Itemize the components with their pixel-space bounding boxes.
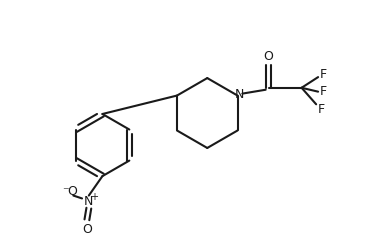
Text: F: F: [317, 103, 325, 116]
Text: O: O: [67, 185, 77, 198]
Text: N: N: [84, 195, 94, 208]
Text: +: +: [90, 192, 98, 202]
Text: F: F: [320, 68, 326, 81]
Text: F: F: [320, 85, 326, 98]
Text: O: O: [264, 50, 273, 63]
Text: N: N: [235, 88, 244, 101]
Text: O: O: [82, 223, 92, 236]
Text: ⁻: ⁻: [62, 185, 69, 198]
